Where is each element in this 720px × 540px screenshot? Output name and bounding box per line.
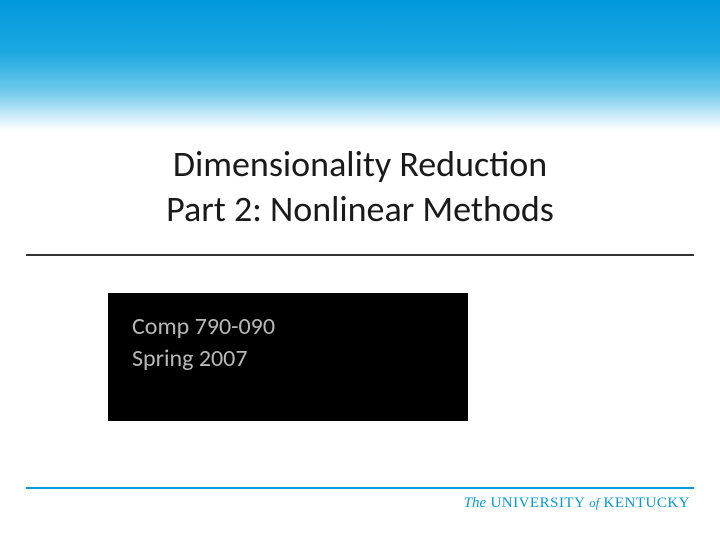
footer-divider	[26, 487, 694, 489]
footer-the: The	[464, 495, 487, 511]
course-info-box: Comp 790-090 Spring 2007	[108, 293, 468, 421]
footer: The UNIVERSITY of KENTUCKY	[0, 487, 720, 512]
course-term: Spring 2007	[132, 343, 444, 375]
title-line-2: Part 2: Nonlinear Methods	[0, 187, 720, 232]
footer-university: UNIVERSITY	[486, 495, 589, 511]
footer-of: of	[589, 495, 599, 510]
title-line-1: Dimensionality Reduction	[0, 142, 720, 187]
horizontal-divider	[26, 254, 694, 256]
course-code: Comp 790-090	[132, 311, 444, 343]
title-block: Dimensionality Reduction Part 2: Nonline…	[0, 130, 720, 254]
footer-university-text: The UNIVERSITY of KENTUCKY	[0, 495, 720, 512]
footer-kentucky: KENTUCKY	[599, 495, 690, 511]
top-gradient-banner	[0, 0, 720, 130]
